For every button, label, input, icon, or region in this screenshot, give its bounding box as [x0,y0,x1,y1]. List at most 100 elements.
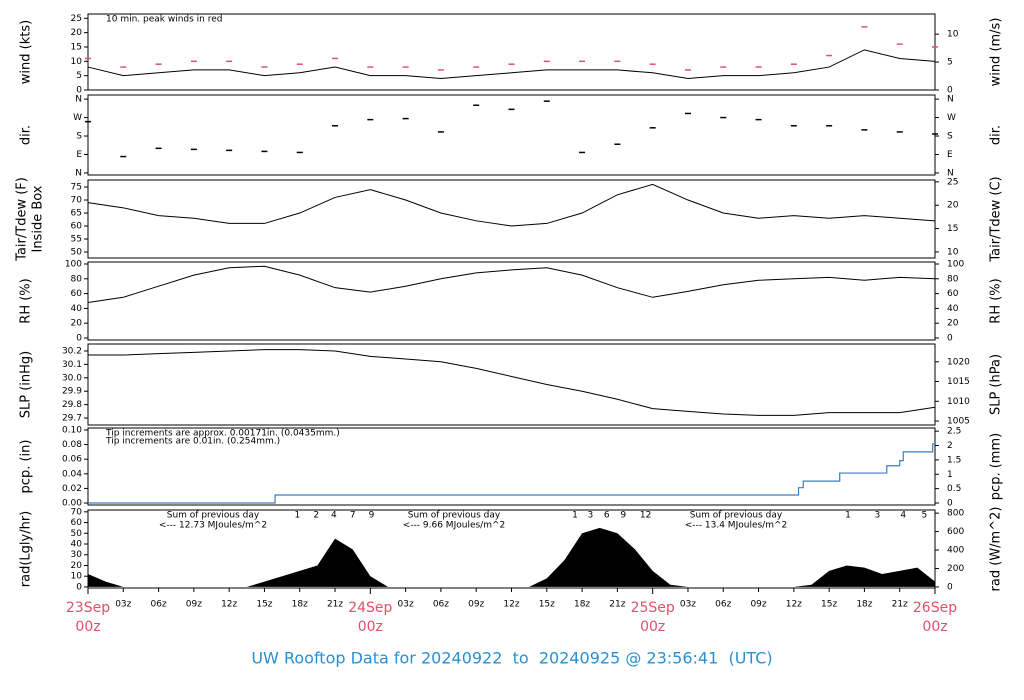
x-tick-label: 15z [821,600,837,610]
y2-tick-label: 80 [947,274,959,284]
y-tick-label: 70 [71,196,83,206]
hour-marker: 3 [874,511,880,521]
x-tick-label: 21z [327,600,343,610]
hour-marker: 9 [620,511,626,521]
annotation: Sum of previous day [408,511,501,521]
y-tick-label: 29.9 [62,387,82,397]
y-tick-label: 15 [71,42,82,52]
y-tick-label: 70 [71,507,83,517]
y2-axis-label: wind (m/s) [989,18,1004,87]
y-tick-label: 0.10 [62,425,82,435]
y-tick-label: 0 [76,86,82,96]
x-tick-label: 09z [750,600,766,610]
y-tick-label: 0 [76,334,82,344]
annotation: Tip increments are 0.01in. (0.254mm.) [105,437,280,447]
annotation: Tip increments are approx. 0.00171in. (0… [105,429,340,439]
hour-marker: 7 [350,511,356,521]
x-tick-label: 09z [468,600,484,610]
y-tick-label: N [75,95,82,105]
y2-tick-label: 10 [947,30,959,40]
y2-tick-label: 2.5 [947,427,961,437]
annotation: Sum of previous day [167,511,260,521]
date-sub-label: 00z [358,619,383,635]
y-tick-label: W [73,113,82,123]
y-tick-label: 20 [71,28,83,38]
y-axis-label: pcp. (in) [19,440,34,494]
y2-tick-label: 200 [947,564,964,574]
hour-marker: 2 [313,511,319,521]
x-tick-label: 06z [715,600,731,610]
date-sub-label: 00z [75,619,100,635]
y-tick-label: 80 [71,274,83,284]
y-tick-label: 30.1 [62,360,82,370]
panel-frame [87,13,936,91]
y2-axis-label: RH (%) [989,278,1004,323]
y-tick-label: 29.8 [62,400,82,410]
line [87,183,936,227]
x-tick-label: 15z [539,600,555,610]
x-tick-label: 21z [892,600,908,610]
y2-tick-label: 1015 [947,377,970,387]
y2-axis-label: pcp. (mm) [989,433,1004,500]
hour-marker: 1 [572,511,578,521]
y-tick-label: 30.0 [62,373,82,383]
annotation: 10 min. peak winds in red [106,15,223,25]
area [88,527,935,587]
hour-marker: 3 [587,511,593,521]
y-tick-label: 30.2 [62,346,82,356]
hour-marker: 1 [845,511,851,521]
y-tick-label: 75 [71,183,82,193]
y2-tick-label: W [947,113,956,123]
y2-axis-label: rad (W/m^2) [989,507,1004,592]
x-tick-label: 03z [680,600,696,610]
step-line [88,443,935,504]
y-tick-label: 0.08 [62,440,82,450]
y2-tick-label: 25 [947,177,958,187]
x-tick-label: 12z [786,600,802,610]
x-tick-label: 06z [433,600,449,610]
y-axis-label: RH (%) [19,278,34,323]
y-axis-label: Inside Box [31,185,46,252]
y-tick-label: 0.06 [62,455,82,465]
annotation: <--- 9.66 MJoules/m^2 [403,521,505,531]
y-tick-label: 0.04 [62,469,82,479]
date-label: 26Sep [913,600,957,616]
y-tick-label: 10 [71,572,83,582]
y-tick-label: 30 [71,550,83,560]
y2-tick-label: 400 [947,546,964,556]
y2-tick-label: 20 [947,201,959,211]
line [87,265,936,303]
annotation: <--- 12.73 MJoules/m^2 [159,521,267,531]
y-tick-label: 100 [65,259,82,269]
x-tick-label: 12z [221,600,237,610]
y-tick-label: 60 [71,518,83,528]
panel-frame [87,94,936,176]
y-tick-label: E [76,150,82,160]
y-axis-label: Tair/Tdew (F) [15,177,30,262]
footer-title: UW Rooftop Data for 20240922 to 20240925… [251,649,772,668]
y-axis-label: SLP (inHg) [19,351,34,419]
date-label: 24Sep [348,600,392,616]
x-tick-label: 12z [503,600,519,610]
y-tick-label: S [76,132,82,142]
x-tick-label: 03z [115,600,131,610]
x-tick-label: 18z [856,600,872,610]
y-axis-label: dir. [19,125,34,145]
y-tick-label: 60 [71,222,83,232]
y2-tick-label: 5 [947,58,953,68]
y-tick-label: 0 [76,582,82,592]
y-tick-label: 55 [71,235,82,245]
line [88,349,936,416]
y-tick-label: 25 [71,14,82,24]
y-tick-label: N [75,168,82,178]
y-tick-label: 40 [71,304,83,314]
date-label: 25Sep [631,600,675,616]
hour-marker: 9 [369,511,375,521]
x-tick-label: 09z [186,600,202,610]
y2-tick-label: 1005 [947,417,970,427]
date-sub-label: 00z [922,619,947,635]
y-tick-label: 20 [71,319,83,329]
y-tick-label: 10 [71,57,83,67]
y2-tick-label: 1 [947,470,953,480]
annotation: <--- 13.4 MJoules/m^2 [685,521,787,531]
